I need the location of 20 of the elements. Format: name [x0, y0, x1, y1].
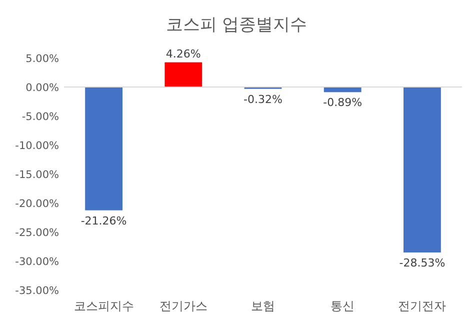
y-tick-label: -5.00%: [22, 111, 60, 123]
x-tick-label: 전기가스: [159, 299, 208, 313]
data-label: -0.89%: [323, 96, 362, 110]
y-tick-label: -15.00%: [15, 169, 60, 181]
data-label: 4.26%: [166, 47, 201, 60]
y-tick-label: -25.00%: [15, 227, 60, 239]
data-label: -28.53%: [399, 256, 446, 270]
x-tick-label: 보험: [251, 299, 275, 313]
y-tick-label: -35.00%: [15, 285, 60, 297]
y-tick-label: -10.00%: [15, 140, 60, 152]
y-tick-label: 0.00%: [26, 82, 60, 94]
y-tick-label: -30.00%: [15, 256, 60, 268]
y-tick-label: -20.00%: [15, 198, 60, 210]
x-tick-label: 코스피지수: [74, 299, 134, 313]
x-tick-label: 통신: [330, 299, 355, 313]
x-tick-label: 전기전자: [398, 299, 446, 313]
data-label: -0.32%: [244, 92, 282, 106]
data-label: -21.26%: [80, 214, 127, 228]
chart-title: 코스피 업종별지수: [166, 15, 308, 35]
y-tick-label: 5.00%: [26, 53, 60, 65]
